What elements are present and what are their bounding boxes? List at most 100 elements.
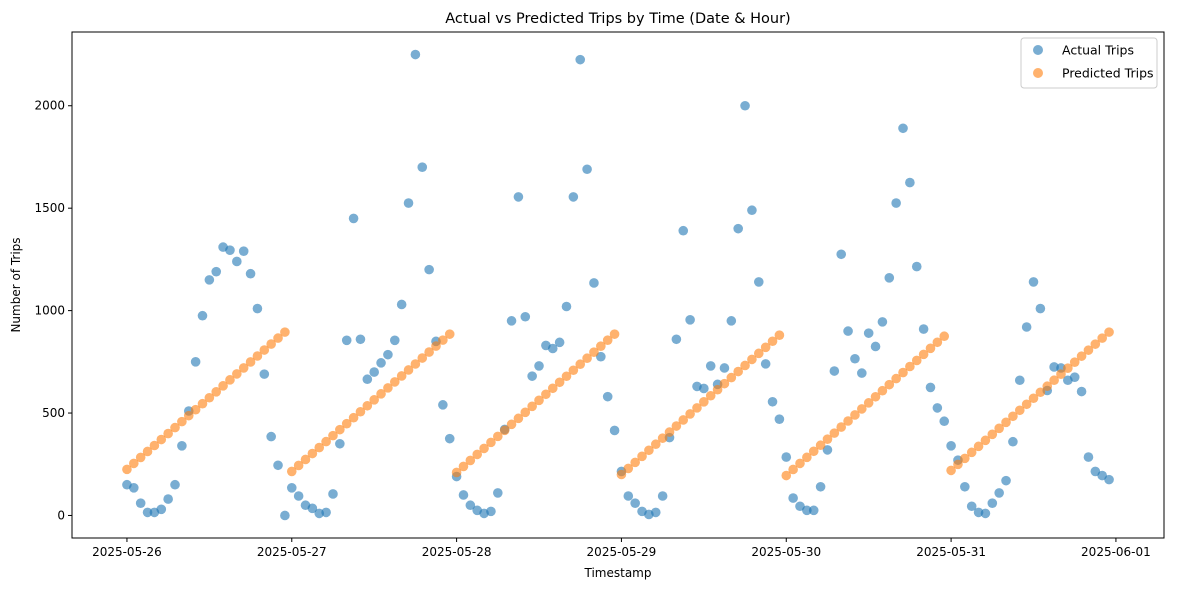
predicted-trip-point xyxy=(1069,357,1080,367)
predicted-trip-point xyxy=(506,419,517,430)
predicted-trip-point xyxy=(575,359,586,370)
actual-trip-point xyxy=(891,198,901,208)
predicted-trip-point xyxy=(362,400,373,411)
y-tick-label: 1000 xyxy=(34,304,65,318)
predicted-trip-point xyxy=(863,398,874,408)
predicted-trip-point xyxy=(911,355,922,366)
predicted-trip-point xyxy=(163,428,173,439)
actual-trip-point xyxy=(781,452,792,462)
predicted-trip-point xyxy=(245,357,256,367)
actual-trip-point xyxy=(946,441,956,451)
actual-trip-point xyxy=(170,479,180,490)
actual-trip-point xyxy=(815,481,826,492)
actual-trip-point xyxy=(259,369,270,379)
predicted-trip-point xyxy=(788,464,798,475)
actual-trip-point xyxy=(177,441,187,451)
predicted-trip-point xyxy=(664,427,675,437)
predicted-trip-point xyxy=(966,447,977,458)
actual-trip-point xyxy=(760,359,771,369)
actual-trip-point xyxy=(843,326,853,336)
actual-trip-point xyxy=(417,162,428,173)
predicted-trip-point xyxy=(747,354,757,365)
predicted-trip-point xyxy=(321,436,331,447)
actual-trip-point xyxy=(554,337,565,348)
actual-trip-point xyxy=(438,400,448,410)
predicted-trip-point xyxy=(568,365,579,376)
predicted-trip-point xyxy=(987,429,998,440)
actual-trip-point xyxy=(602,391,613,402)
predicted-trip-point xyxy=(650,439,661,450)
predicted-trip-point xyxy=(410,359,421,369)
actual-trip-point xyxy=(245,268,256,279)
actual-trip-point xyxy=(747,205,757,216)
predicted-trip-point xyxy=(383,383,393,393)
predicted-trip-point xyxy=(918,349,929,360)
predicted-trip-point xyxy=(520,407,531,418)
predicted-trip-point xyxy=(499,425,510,436)
actual-trip-point xyxy=(726,316,737,326)
predicted-trip-point xyxy=(1097,333,1107,343)
predicted-trip-point xyxy=(376,389,386,399)
actual-trip-point xyxy=(197,310,208,321)
actual-trip-point xyxy=(513,192,524,202)
actual-trip-point xyxy=(1001,475,1011,486)
actual-trip-point xyxy=(857,368,867,378)
actual-trip-point xyxy=(286,483,297,493)
actual-trip-point xyxy=(650,507,661,518)
predicted-trip-point xyxy=(403,365,414,375)
predicted-trip-point xyxy=(122,464,132,475)
actual-trip-point xyxy=(465,500,476,511)
y-tick-label: 2000 xyxy=(34,99,65,113)
predicted-trip-point xyxy=(1063,363,1073,373)
plot-frame xyxy=(71,31,1165,539)
predicted-trip-point xyxy=(740,360,750,371)
predicted-trip-point xyxy=(1014,405,1025,416)
actual-trip-point xyxy=(630,498,640,508)
predicted-trip-point xyxy=(486,437,496,448)
predicted-trip-point xyxy=(527,401,537,412)
predicted-trip-point xyxy=(554,377,565,388)
y-axis-label: Number of Trips xyxy=(9,237,23,332)
predicted-trip-point xyxy=(369,395,379,405)
actual-trip-point xyxy=(389,335,400,346)
predicted-trip-point xyxy=(843,416,853,426)
predicted-trip-point xyxy=(870,391,881,402)
actual-trip-point xyxy=(348,213,359,224)
predicted-trip-point xyxy=(623,463,634,474)
predicted-trip-point xyxy=(273,333,283,343)
actual-trip-point xyxy=(410,49,421,60)
legend-label-predicted: Predicted Trips xyxy=(1062,66,1154,81)
predicted-trip-point xyxy=(1056,369,1066,380)
actual-trip-point xyxy=(582,164,592,175)
predicted-trip-point xyxy=(685,409,695,419)
predicted-trip-point xyxy=(396,371,407,381)
chart-title: Actual vs Predicted Trips by Time (Date … xyxy=(445,11,790,27)
predicted-trip-point xyxy=(458,461,469,472)
actual-trip-point xyxy=(458,490,469,500)
actual-trip-point xyxy=(135,498,146,508)
actual-trip-point xyxy=(1014,375,1025,386)
predicted-trip-point xyxy=(156,434,167,445)
predicted-trip-point xyxy=(493,431,503,442)
actual-trip-point xyxy=(335,438,345,449)
predicted-trip-point xyxy=(417,353,428,363)
predicted-trip-point xyxy=(973,441,984,452)
actual-trip-point xyxy=(877,317,888,327)
predicted-trip-point xyxy=(678,415,689,425)
actual-trip-point xyxy=(321,507,331,518)
predicted-trip-point xyxy=(232,369,242,379)
predicted-trip-point xyxy=(513,413,524,424)
predicted-trip-point xyxy=(630,457,640,468)
predicted-trip-point xyxy=(692,403,702,413)
actual-trip-point xyxy=(486,506,496,517)
actual-trip-point xyxy=(671,334,682,345)
actual-trip-point xyxy=(561,301,572,312)
actual-trip-point xyxy=(266,431,276,442)
x-axis-ticks: 2025-05-26 2025-05-27 2025-05-28 2025-05-29… xyxy=(92,538,1151,559)
predicted-trip-point xyxy=(815,440,826,451)
predicted-trip-point xyxy=(898,367,908,378)
actual-trip-point xyxy=(685,315,695,325)
actual-trip-point xyxy=(808,505,819,516)
actual-trip-point xyxy=(163,494,173,504)
